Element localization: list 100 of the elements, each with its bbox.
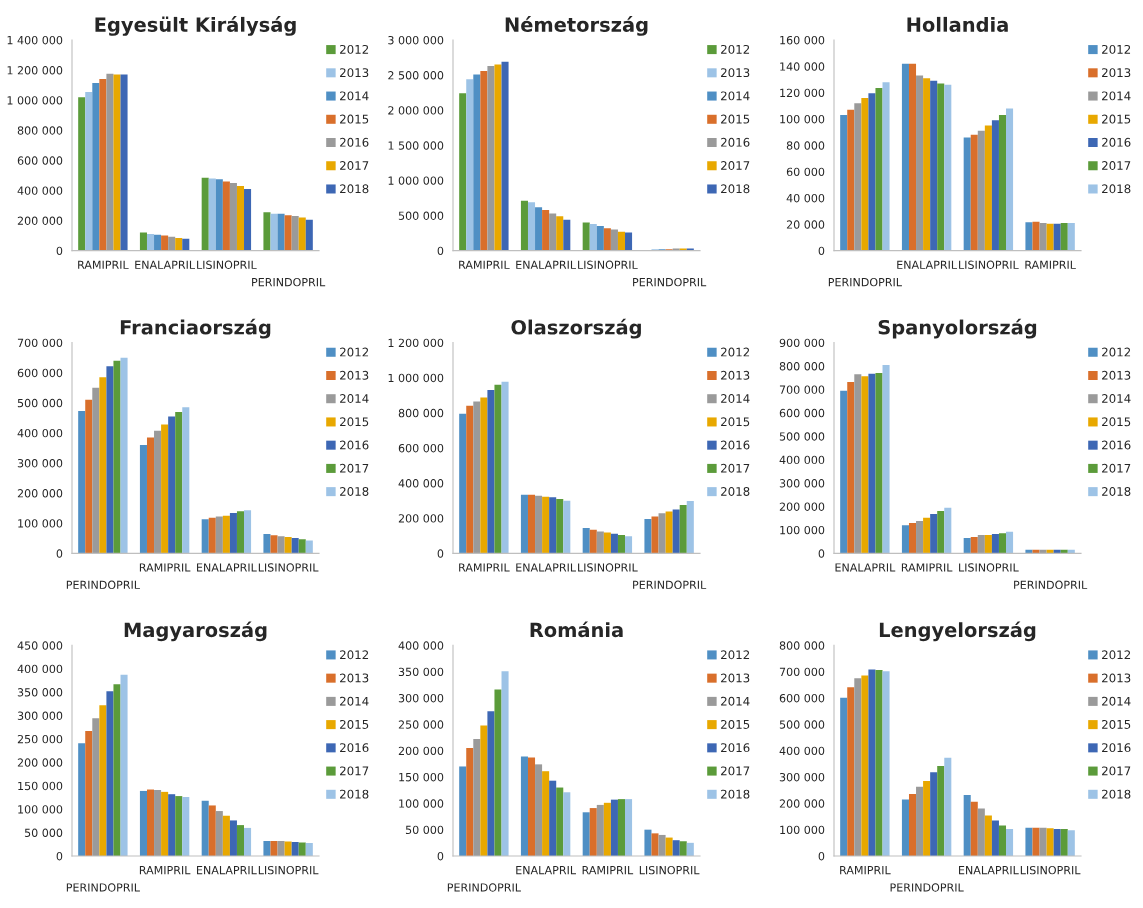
chart-title: Olaszország xyxy=(511,318,641,339)
y-tick-label: 160 000 xyxy=(780,35,825,45)
y-tick-label: 0 xyxy=(818,851,825,861)
legend-label: 2012 xyxy=(340,347,369,357)
y-tick-label: 800 000 xyxy=(779,362,825,371)
legend-label: 2018 xyxy=(1102,486,1131,496)
y-tick-label: 400 000 xyxy=(779,746,825,756)
legend-label: 2017 xyxy=(1102,161,1131,171)
legend-label: 2014 xyxy=(1102,91,1131,101)
x-tick-label: PERINDOPRIL xyxy=(1014,580,1088,590)
y-tick-label: 60 000 xyxy=(786,167,825,177)
y-tick-label: 600 000 xyxy=(17,156,63,165)
legend-label: 2018 xyxy=(721,184,750,194)
chart-title: Spanyolország xyxy=(878,318,1037,339)
y-tick-label: 3 000 000 xyxy=(388,35,444,45)
y-tick-label: 0 xyxy=(437,549,444,558)
y-tick-label: 700 000 xyxy=(17,338,63,348)
y-tick-label: 1 200 000 xyxy=(7,66,63,75)
x-tick-label: PERINDOPRIL xyxy=(828,277,902,287)
y-tick-label: 250 000 xyxy=(398,720,444,729)
y-tick-label: 100 000 xyxy=(399,799,444,808)
x-tick-label: RAMIPRIL xyxy=(459,260,510,269)
y-tick-label: 600 000 xyxy=(779,693,825,703)
x-tick-label: RAMIPRIL xyxy=(139,866,191,875)
y-tick-label: 50 000 xyxy=(405,825,444,835)
y-tick-label: 200 000 xyxy=(17,758,63,767)
legend-label: 2014 xyxy=(340,394,369,403)
legend-label: 2018 xyxy=(340,184,369,194)
legend-label: 2016 xyxy=(721,743,750,753)
legend-label: 2016 xyxy=(340,137,369,147)
legend-label: 2015 xyxy=(340,417,369,427)
x-tick-label: LISINOPRIL xyxy=(639,865,700,875)
legend-label: 2018 xyxy=(340,486,369,496)
legend-label: 2016 xyxy=(340,743,369,753)
x-tick-label: RAMIPRIL xyxy=(901,563,953,572)
x-tick-label: PERINDOPRIL xyxy=(633,277,707,287)
legend-label: 2013 xyxy=(1102,673,1131,683)
x-tick-label: PERINDOPRIL xyxy=(66,883,140,892)
y-tick-label: 600 000 xyxy=(398,443,444,453)
legend-label: 2016 xyxy=(1102,743,1131,753)
y-tick-label: 800 000 xyxy=(398,408,444,418)
y-tick-label: 350 000 xyxy=(398,667,444,677)
x-tick-label: ENALAPRIL xyxy=(959,866,1019,875)
y-tick-label: 100 000 xyxy=(780,525,825,535)
y-tick-label: 450 000 xyxy=(17,641,63,650)
legend-label: 2018 xyxy=(721,486,750,496)
y-tick-label: 0 xyxy=(56,851,63,861)
y-tick-label: 0 xyxy=(56,549,63,558)
y-tick-label: 20 000 xyxy=(786,220,825,229)
legend-label: 2015 xyxy=(721,719,750,729)
x-tick-label: LISINOPRIL xyxy=(959,563,1019,572)
y-tick-label: 1 400 000 xyxy=(7,35,63,45)
legend-label: 2015 xyxy=(1102,417,1131,427)
legend-label: 2013 xyxy=(1102,68,1131,78)
y-tick-label: 700 000 xyxy=(779,667,825,677)
x-tick-label: ENALAPRIL xyxy=(197,866,257,875)
legend-label: 2012 xyxy=(1102,44,1131,54)
y-tick-label: 200 000 xyxy=(398,514,444,523)
y-tick-label: 2 000 000 xyxy=(388,106,444,115)
y-tick-label: 0 xyxy=(56,246,63,256)
chart-title: Magyaroszág xyxy=(124,621,267,642)
x-tick-label: ENALAPRIL xyxy=(516,563,576,572)
legend-label: 2013 xyxy=(721,68,750,78)
legend-label: 2017 xyxy=(721,161,750,171)
legend-label: 2012 xyxy=(721,347,750,357)
legend-label: 2012 xyxy=(1102,650,1131,660)
y-tick-label: 200 000 xyxy=(779,502,825,511)
x-tick-label: PERINDOPRIL xyxy=(66,580,140,590)
legend-label: 2018 xyxy=(340,789,369,799)
y-tick-label: 300 000 xyxy=(779,772,825,782)
legend-label: 2013 xyxy=(721,673,750,683)
legend-label: 2013 xyxy=(340,673,369,683)
x-tick-label: LISINOPRIL xyxy=(959,260,1019,269)
y-tick-label: 100 000 xyxy=(18,805,63,814)
legend-label: 2014 xyxy=(721,696,750,706)
x-tick-label: RAMIPRIL xyxy=(459,563,510,572)
legend-label: 2012 xyxy=(721,650,750,660)
y-tick-label: 40 000 xyxy=(786,193,825,203)
y-tick-label: 400 000 xyxy=(779,455,825,465)
y-tick-label: 1 000 000 xyxy=(7,96,63,105)
chart-title: Románia xyxy=(530,621,623,638)
legend-label: 2013 xyxy=(1102,370,1131,380)
y-tick-label: 400 000 xyxy=(17,186,63,195)
y-tick-label: 800 000 xyxy=(779,641,825,650)
x-tick-label: ENALAPRIL xyxy=(835,563,896,572)
legend-label: 2012 xyxy=(340,44,369,54)
legend-label: 2015 xyxy=(721,114,750,124)
x-tick-label: RAMIPRIL xyxy=(78,260,129,269)
x-tick-label: PERINDOPRIL xyxy=(447,883,521,892)
y-tick-label: 400 000 xyxy=(17,428,63,438)
y-tick-label: 200 000 xyxy=(17,216,63,225)
y-tick-label: 200 000 xyxy=(17,489,63,498)
y-tick-label: 250 000 xyxy=(17,734,63,744)
x-tick-label: LISINOPRIL xyxy=(258,865,319,875)
legend-label: 2017 xyxy=(340,766,369,776)
legend-label: 2017 xyxy=(340,463,369,473)
legend-label: 2014 xyxy=(1102,696,1131,706)
legend-label: 2018 xyxy=(1102,789,1131,799)
y-tick-label: 800 000 xyxy=(17,126,63,135)
y-tick-label: 50 000 xyxy=(24,828,63,837)
